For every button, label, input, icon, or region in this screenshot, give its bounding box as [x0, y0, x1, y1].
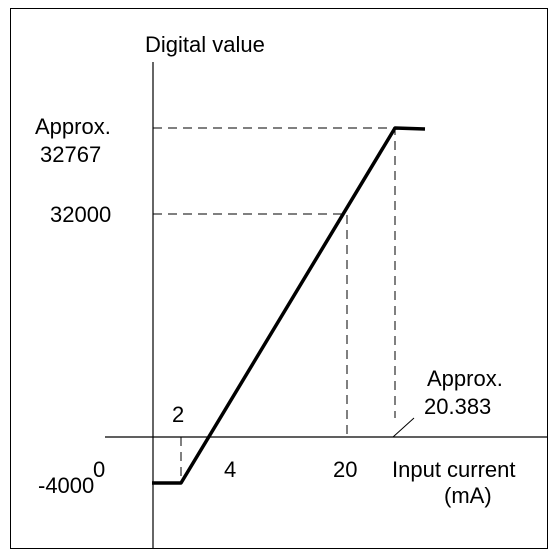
x-label: 2	[172, 402, 184, 427]
frame	[10, 8, 548, 549]
y-title: Digital value	[145, 32, 265, 57]
x-label: 0	[93, 457, 105, 482]
curve	[152, 126, 426, 485]
x-unit: (mA)	[444, 483, 492, 508]
x-note-prefix: Approx.	[427, 366, 503, 391]
y-label-prefix: Approx.	[35, 114, 111, 139]
x-title: Input current	[392, 457, 516, 482]
x-label: 20	[333, 457, 357, 482]
x-note: 20.383	[424, 394, 491, 419]
guide-32000	[153, 213, 348, 437]
x-label: 4	[224, 457, 236, 482]
y-label: 32000	[50, 202, 111, 227]
y-label: -4000	[38, 473, 94, 498]
guide-max	[153, 127, 396, 418]
leader	[392, 417, 415, 438]
y-label: 32767	[40, 142, 101, 167]
